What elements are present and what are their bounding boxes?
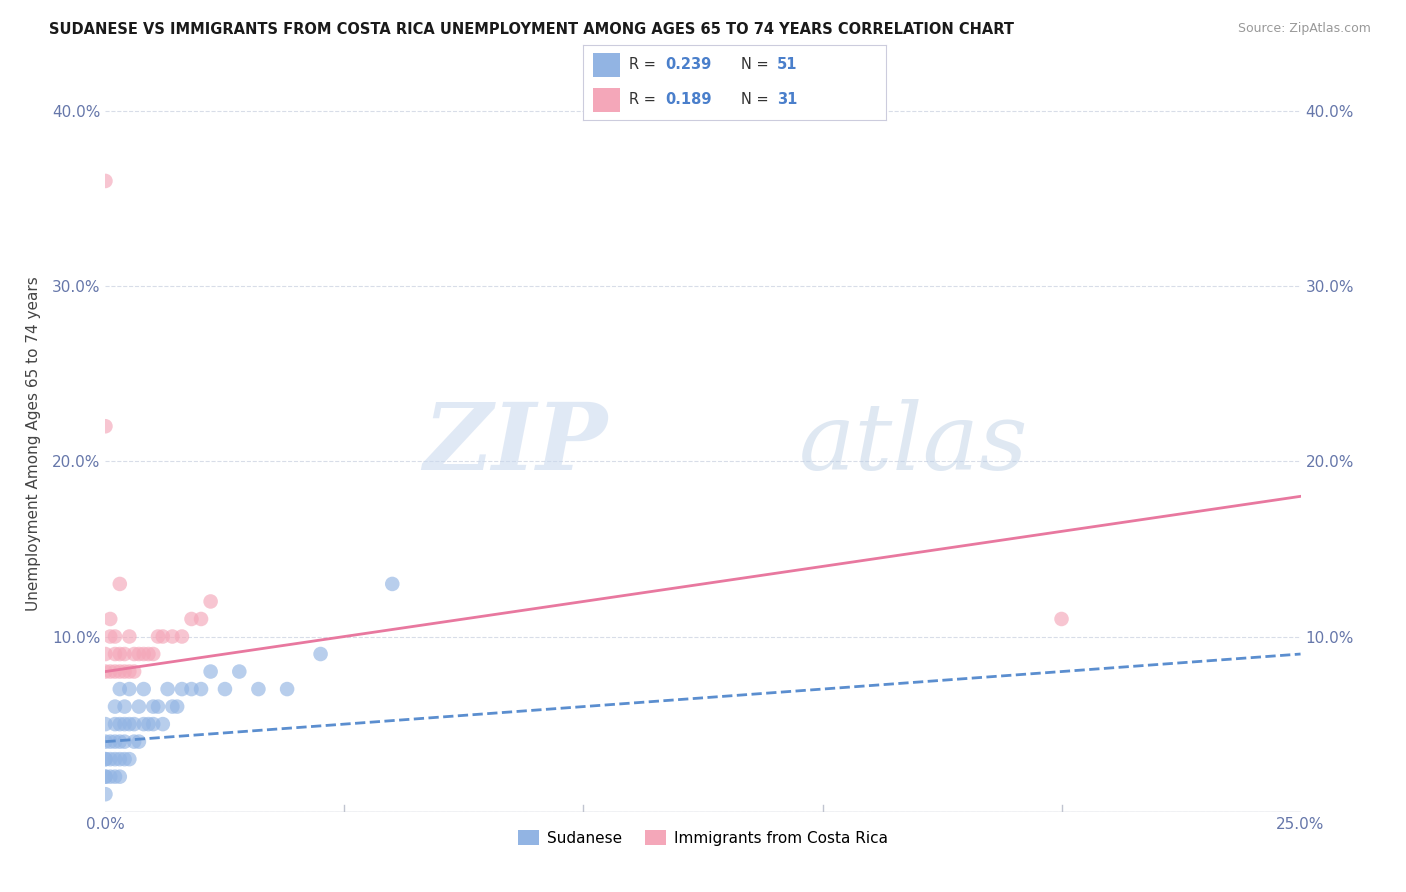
Text: SUDANESE VS IMMIGRANTS FROM COSTA RICA UNEMPLOYMENT AMONG AGES 65 TO 74 YEARS CO: SUDANESE VS IMMIGRANTS FROM COSTA RICA U… <box>49 22 1014 37</box>
Point <box>108 770 131 784</box>
Point <box>142 647 165 661</box>
Text: 0.239: 0.239 <box>665 57 711 72</box>
Point <box>132 681 155 696</box>
Point <box>108 647 131 661</box>
Point <box>104 717 127 731</box>
Point <box>104 647 127 661</box>
Point <box>114 647 136 661</box>
Point <box>114 717 136 731</box>
Point <box>162 699 184 714</box>
Point <box>200 665 222 679</box>
Point <box>94 752 117 766</box>
Point <box>104 770 127 784</box>
Text: 0.189: 0.189 <box>665 92 711 107</box>
Point <box>94 787 117 801</box>
Point <box>114 665 136 679</box>
Point <box>94 752 117 766</box>
Point <box>128 647 150 661</box>
Point <box>118 717 141 731</box>
Point <box>247 681 270 696</box>
Point <box>94 665 117 679</box>
Point <box>200 594 222 608</box>
Bar <box>592 88 620 112</box>
Point <box>114 699 136 714</box>
Point <box>94 717 117 731</box>
Point <box>118 681 141 696</box>
Point <box>128 734 150 748</box>
Point <box>118 630 141 644</box>
Text: 51: 51 <box>778 57 797 72</box>
Point <box>104 734 127 748</box>
Point <box>122 734 145 748</box>
Point <box>122 647 145 661</box>
Point <box>128 699 150 714</box>
Text: atlas: atlas <box>799 399 1028 489</box>
Point <box>108 752 131 766</box>
Point <box>98 665 121 679</box>
Point <box>146 699 169 714</box>
Text: N =: N = <box>741 57 773 72</box>
Point <box>152 630 174 644</box>
Point <box>118 752 141 766</box>
Point <box>132 647 155 661</box>
Point <box>94 419 117 434</box>
Point <box>214 681 236 696</box>
Point <box>152 717 174 731</box>
Point <box>170 681 193 696</box>
Point <box>381 577 404 591</box>
Point <box>104 752 127 766</box>
Point <box>94 174 117 188</box>
Point <box>142 717 165 731</box>
Text: R =: R = <box>628 92 661 107</box>
Point <box>114 752 136 766</box>
Point <box>190 612 212 626</box>
Point <box>132 717 155 731</box>
Point <box>180 681 202 696</box>
Point <box>142 699 165 714</box>
Point <box>162 630 184 644</box>
Point <box>94 734 117 748</box>
Legend: Sudanese, Immigrants from Costa Rica: Sudanese, Immigrants from Costa Rica <box>512 824 894 852</box>
Point <box>104 699 127 714</box>
Point <box>1050 612 1073 626</box>
Point <box>180 612 202 626</box>
Y-axis label: Unemployment Among Ages 65 to 74 years: Unemployment Among Ages 65 to 74 years <box>25 277 41 611</box>
Point <box>108 734 131 748</box>
Point <box>228 665 250 679</box>
Point <box>108 577 131 591</box>
Point <box>94 770 117 784</box>
Text: 31: 31 <box>778 92 797 107</box>
Text: Source: ZipAtlas.com: Source: ZipAtlas.com <box>1237 22 1371 36</box>
Point <box>98 612 121 626</box>
Point <box>108 717 131 731</box>
Point <box>138 647 160 661</box>
Point <box>146 630 169 644</box>
Point <box>98 734 121 748</box>
Point <box>104 630 127 644</box>
Text: ZIP: ZIP <box>423 399 607 489</box>
Point <box>156 681 179 696</box>
Point <box>118 665 141 679</box>
Point <box>98 752 121 766</box>
Point <box>98 770 121 784</box>
Text: N =: N = <box>741 92 773 107</box>
Point <box>104 665 127 679</box>
Point <box>122 665 145 679</box>
Point <box>98 630 121 644</box>
Point <box>94 770 117 784</box>
Point <box>122 717 145 731</box>
Point <box>94 647 117 661</box>
Bar <box>592 54 620 77</box>
Point <box>108 665 131 679</box>
Point <box>166 699 188 714</box>
Point <box>276 681 298 696</box>
Point <box>114 734 136 748</box>
Point <box>190 681 212 696</box>
Point <box>309 647 332 661</box>
Text: R =: R = <box>628 57 661 72</box>
Point <box>108 681 131 696</box>
Point <box>170 630 193 644</box>
Point <box>138 717 160 731</box>
